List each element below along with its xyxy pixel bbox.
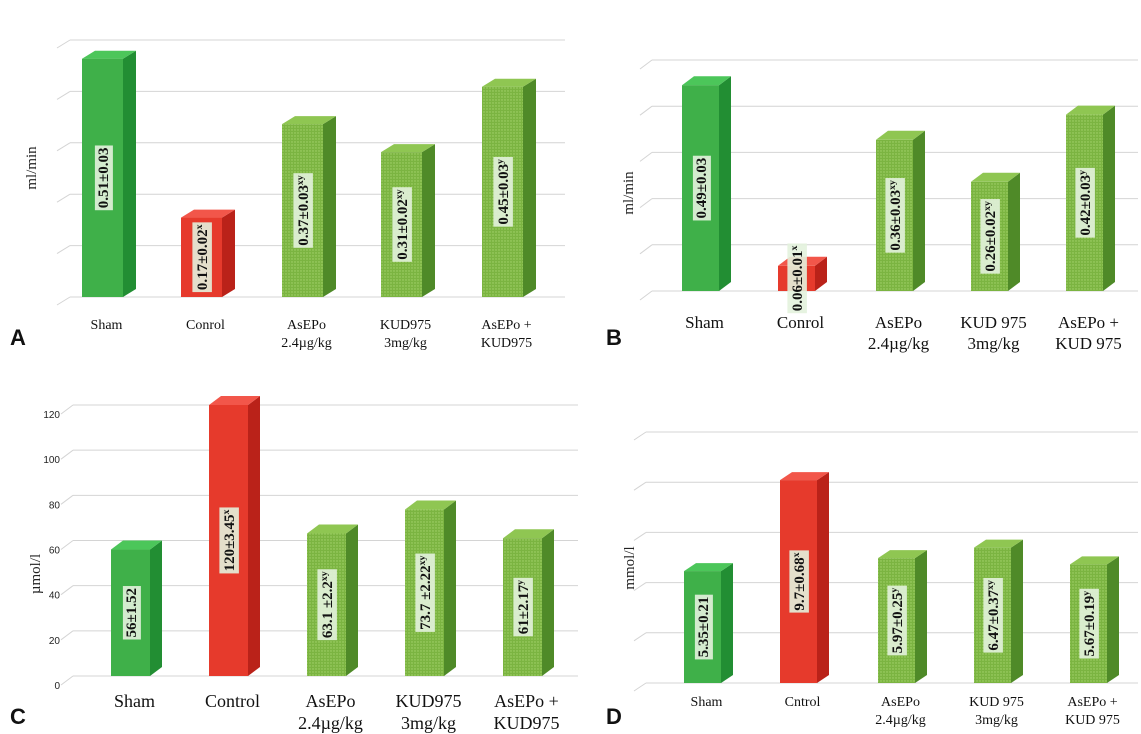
svg-text:0.51±0.03: 0.51±0.03 — [96, 147, 112, 208]
svg-text:0.49±0.03: 0.49±0.03 — [694, 158, 710, 219]
chart-panel-a: ml/min 0.51±0.03 Sham 0.17±0.02x Conrol 0.37±… — [24, 39, 565, 351]
data-label: 0.26±0.02xy — [980, 199, 1000, 274]
svg-text:61±2.17y: 61±2.17y — [514, 580, 532, 634]
data-label: 63.1 ±2.2xy — [317, 569, 337, 641]
y-tick-label: 40 — [49, 591, 61, 602]
category-label: Conrol — [777, 313, 825, 332]
y-axis-label: ml/min — [621, 171, 637, 215]
svg-text:63.1 ±2.2xy: 63.1 ±2.2xy — [318, 571, 336, 638]
category-label: 2.4µg/kg — [868, 334, 930, 353]
svg-text:0.45±0.03y: 0.45±0.03y — [494, 159, 512, 225]
panel-letter-b: B — [606, 325, 622, 350]
category-label: 3mg/kg — [384, 336, 427, 351]
bar — [111, 540, 162, 676]
category-label: 2.4µg/kg — [281, 336, 331, 351]
bar — [482, 78, 536, 298]
chart-panel-b: ml/min 0.49±0.03 Sham 0.06±0.01x Conrol 0.36±… — [621, 59, 1138, 353]
data-label: 9.7±0.68x — [789, 550, 809, 613]
category-label: 3mg/kg — [975, 713, 1018, 728]
y-axis-label: mmol/l — [622, 546, 638, 589]
category-label: KUD 975 — [969, 695, 1024, 710]
data-label: 0.37±0.03xy — [293, 173, 313, 248]
svg-text:0.17±0.02x: 0.17±0.02x — [193, 224, 211, 290]
y-tick-label: 80 — [49, 500, 61, 511]
data-label: 5.35±0.21 — [694, 594, 713, 660]
data-label: 0.31±0.02xy — [392, 187, 412, 262]
data-label: 0.45±0.03y — [493, 156, 513, 227]
category-label: AsEPo — [287, 318, 326, 333]
svg-text:0.06±0.01x: 0.06±0.01x — [788, 245, 806, 311]
data-label: 0.36±0.03xy — [885, 178, 905, 253]
data-label: 5.67±0.19y — [1079, 588, 1099, 659]
y-axis-label: µmol/l — [28, 554, 44, 594]
data-label: 5.97±0.25y — [887, 585, 907, 656]
panel-letter-a: A — [10, 325, 26, 350]
category-label: KUD975 — [380, 318, 431, 333]
category-label: Sham — [691, 695, 723, 710]
category-label: KUD975 — [396, 691, 462, 711]
y-tick-label: 120 — [43, 410, 60, 421]
y-tick-label: 60 — [49, 546, 61, 557]
y-tick-label: 100 — [43, 455, 60, 466]
category-label: AsEPo + — [1058, 313, 1119, 332]
data-label: 0.49±0.03 — [692, 155, 711, 221]
category-label: AsEPo + — [1067, 695, 1117, 710]
svg-text:120±3.45x: 120±3.45x — [220, 509, 238, 571]
y-tick-label: 20 — [49, 636, 61, 647]
svg-text:0.37±0.03xy: 0.37±0.03xy — [294, 175, 312, 246]
category-label: 2.4µg/kg — [875, 713, 925, 728]
svg-text:5.35±0.21: 5.35±0.21 — [696, 597, 712, 658]
svg-text:5.67±0.19y: 5.67±0.19y — [1080, 591, 1098, 657]
bar — [684, 563, 733, 683]
category-label: Sham — [114, 691, 155, 711]
data-label: 73.7 ±2.22xy — [415, 553, 435, 632]
data-label: 0.06±0.01x — [787, 243, 807, 314]
bar — [82, 50, 136, 297]
category-label: KUD 975 — [1055, 334, 1122, 353]
panel-letter-c: C — [10, 704, 26, 729]
svg-text:56±1.52: 56±1.52 — [124, 588, 140, 637]
category-label: KUD 975 — [960, 313, 1027, 332]
category-label: Sham — [91, 318, 123, 333]
category-label: AsEPo — [305, 691, 355, 711]
category-label: Sham — [685, 313, 724, 332]
category-label: 3mg/kg — [401, 713, 456, 733]
svg-text:5.97±0.25y: 5.97±0.25y — [888, 588, 906, 654]
category-label: KUD 975 — [1065, 713, 1120, 728]
bar — [503, 529, 554, 676]
data-label: 6.47±0.37xy — [983, 577, 1003, 653]
y-tick-label: 0 — [54, 681, 60, 692]
chart-panel-d: mmol/l 5.35±0.21 Sham 9.7±0.68x Cntrol 5.97±0… — [622, 431, 1138, 728]
panel-letter-d: D — [606, 704, 622, 729]
bar — [780, 472, 829, 683]
svg-text:0.26±0.02xy: 0.26±0.02xy — [981, 201, 999, 272]
bar — [307, 524, 358, 676]
data-label: 56±1.52 — [122, 586, 141, 640]
category-label: 2.4µg/kg — [298, 713, 363, 733]
data-label: 0.51±0.03 — [94, 145, 113, 211]
category-label: KUD975 — [481, 336, 532, 351]
svg-text:6.47±0.37xy: 6.47±0.37xy — [984, 580, 1002, 651]
category-label: Cntrol — [785, 695, 821, 710]
svg-text:73.7 ±2.22xy: 73.7 ±2.22xy — [416, 556, 434, 630]
data-label: 61±2.17y — [513, 577, 533, 637]
category-label: AsEPo — [881, 695, 920, 710]
data-label: 0.42±0.03y — [1075, 167, 1095, 238]
category-label: AsEPo + — [481, 318, 531, 333]
svg-text:0.31±0.02xy: 0.31±0.02xy — [393, 189, 411, 260]
category-label: KUD975 — [494, 713, 560, 733]
category-label: 3mg/kg — [968, 334, 1020, 353]
category-label: Control — [205, 691, 260, 711]
category-label: AsEPo — [875, 313, 922, 332]
data-label: 120±3.45x — [219, 507, 239, 574]
y-axis-label: ml/min — [24, 146, 40, 190]
data-label: 0.17±0.02x — [192, 222, 212, 293]
category-label: Conrol — [186, 318, 225, 333]
svg-text:0.36±0.03xy: 0.36±0.03xy — [886, 180, 904, 251]
chart-panel-c: 0 20 40 60 80 100 120 µmol/l 56±1.52 Sham 120±3.45… — [28, 396, 578, 733]
svg-text:0.42±0.03y: 0.42±0.03y — [1076, 170, 1094, 236]
svg-text:9.7±0.68x: 9.7±0.68x — [790, 552, 808, 610]
bar — [1066, 105, 1115, 291]
category-label: AsEPo + — [494, 691, 559, 711]
